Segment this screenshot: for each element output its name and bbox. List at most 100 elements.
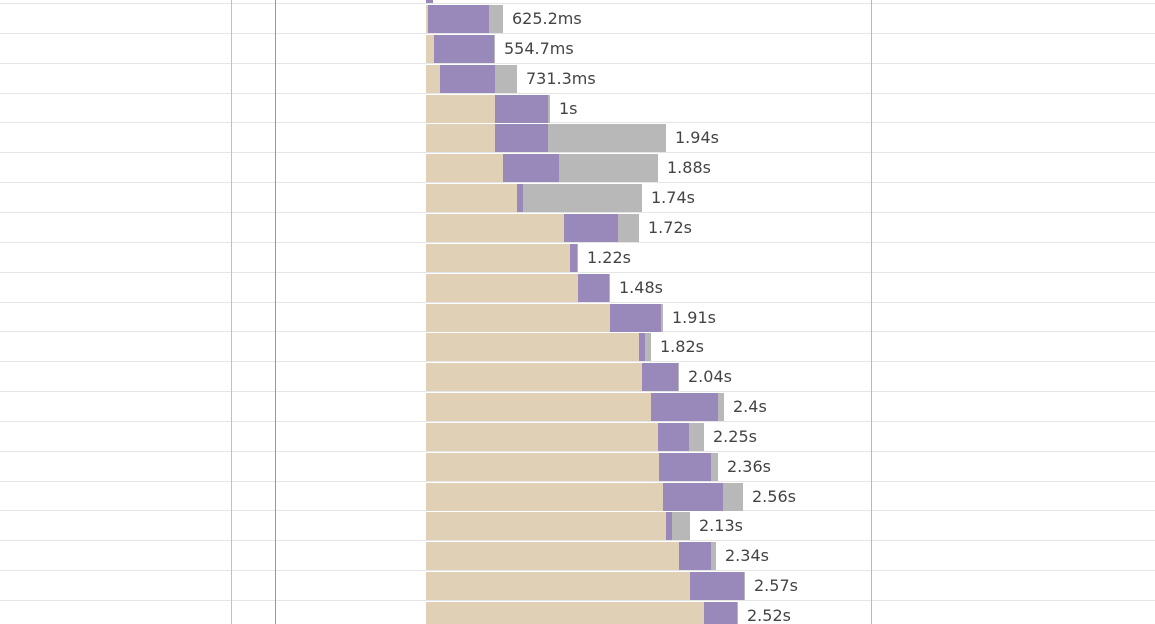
request-row[interactable]: 554.7ms	[0, 32, 1155, 63]
ttfb-segment	[704, 602, 737, 624]
ttfb-segment	[639, 333, 645, 362]
request-row[interactable]: 1.82s	[0, 331, 1155, 362]
download-segment	[577, 243, 578, 272]
duration-label: 2.34s	[725, 546, 769, 566]
ttfb-segment	[610, 303, 661, 332]
ttfb-segment	[666, 512, 672, 541]
download-segment	[523, 184, 642, 213]
wait-segment	[426, 363, 642, 392]
wait-segment	[426, 184, 517, 213]
request-row[interactable]: 2.25s	[0, 420, 1155, 451]
download-segment	[661, 303, 663, 332]
download-segment	[672, 512, 690, 541]
duration-label: 1.72s	[648, 217, 692, 237]
wait-segment	[426, 154, 503, 183]
download-segment	[494, 34, 495, 63]
request-row[interactable]: 1.94s	[0, 122, 1155, 153]
wait-segment	[426, 243, 570, 272]
download-segment	[609, 273, 610, 302]
duration-label: 1.82s	[660, 337, 704, 357]
wait-segment	[426, 64, 440, 93]
wait-segment	[426, 124, 495, 153]
wait-segment	[426, 512, 666, 541]
request-row[interactable]: 2.36s	[0, 450, 1155, 481]
duration-label: 2.25s	[713, 426, 757, 446]
wait-segment	[426, 273, 578, 302]
ttfb-segment	[570, 243, 577, 272]
duration-label: 2.4s	[733, 397, 767, 417]
download-segment	[718, 393, 724, 422]
duration-label: 1.48s	[619, 277, 663, 297]
duration-label: 2.57s	[754, 576, 798, 596]
ttfb-segment	[495, 94, 548, 123]
ttfb-segment	[495, 124, 548, 153]
duration-label: 1s	[559, 98, 578, 118]
ttfb-segment	[428, 5, 489, 33]
ttfb-segment	[642, 363, 678, 392]
download-segment	[678, 363, 679, 392]
duration-label: 2.04s	[688, 367, 732, 387]
download-segment	[711, 452, 718, 481]
request-row[interactable]: 1.88s	[0, 152, 1155, 183]
request-row[interactable]: 1s	[0, 92, 1155, 123]
duration-label: 1.74s	[651, 188, 695, 208]
request-row[interactable]: 2.57s	[0, 570, 1155, 601]
ttfb-segment	[659, 452, 711, 481]
request-row[interactable]: 1.72s	[0, 211, 1155, 242]
load-event-line	[871, 0, 872, 624]
duration-label: 1.94s	[675, 128, 719, 148]
request-row[interactable]: 2.04s	[0, 361, 1155, 392]
download-segment	[618, 213, 639, 242]
first-paint-line	[275, 0, 276, 624]
wait-segment	[426, 213, 564, 242]
wait-segment	[426, 602, 704, 624]
wait-segment	[426, 572, 690, 601]
request-row[interactable]: 1.22s	[0, 241, 1155, 272]
request-row[interactable]: 2.34s	[0, 540, 1155, 571]
ttfb-segment	[434, 34, 494, 63]
download-segment	[711, 542, 716, 571]
duration-label: 2.13s	[699, 516, 743, 536]
duration-label: 1.91s	[672, 307, 716, 327]
ttfb-segment	[440, 64, 495, 93]
wait-segment	[426, 542, 679, 571]
ttfb-segment	[503, 154, 559, 183]
download-segment	[548, 94, 550, 123]
duration-label: 554.7ms	[504, 38, 574, 58]
request-row[interactable]: 1.48s	[0, 271, 1155, 302]
download-segment	[645, 333, 651, 362]
request-row[interactable]: 2.4s	[0, 391, 1155, 422]
dom-content-loaded-line	[231, 0, 232, 624]
duration-label: 1.22s	[587, 247, 631, 267]
duration-label: 731.3ms	[526, 68, 596, 88]
request-row[interactable]: 2.13s	[0, 510, 1155, 541]
request-row[interactable]: 2.52s	[0, 600, 1155, 624]
download-segment	[559, 154, 658, 183]
ttfb-segment	[651, 393, 718, 422]
request-row[interactable]: 2.56s	[0, 480, 1155, 511]
duration-label: 2.52s	[747, 606, 791, 624]
request-row[interactable]: 731.3ms	[0, 62, 1155, 93]
download-segment	[737, 602, 738, 624]
wait-segment	[426, 482, 663, 511]
request-row[interactable]: 1.74s	[0, 182, 1155, 213]
request-row[interactable]: 625.2ms	[0, 3, 1155, 33]
wait-segment	[426, 333, 639, 362]
wait-segment	[426, 452, 659, 481]
ttfb-segment	[658, 422, 689, 451]
download-segment	[495, 64, 517, 93]
request-row[interactable]: 1.91s	[0, 301, 1155, 332]
download-segment	[548, 124, 666, 153]
wait-segment	[426, 393, 651, 422]
duration-label: 625.2ms	[512, 9, 582, 28]
ttfb-segment	[578, 273, 609, 302]
wait-segment	[426, 303, 610, 332]
ttfb-segment	[690, 572, 744, 601]
ttfb-segment	[663, 482, 723, 511]
download-segment	[744, 572, 745, 601]
wait-segment	[426, 422, 658, 451]
duration-label: 2.36s	[727, 456, 771, 476]
wait-segment	[426, 34, 434, 63]
ttfb-segment-partial	[426, 0, 433, 3]
